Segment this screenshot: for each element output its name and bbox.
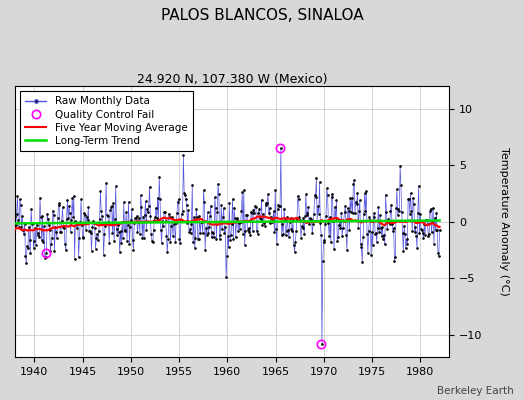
Y-axis label: Temperature Anomaly (°C): Temperature Anomaly (°C) <box>499 147 509 296</box>
Legend: Raw Monthly Data, Quality Control Fail, Five Year Moving Average, Long-Term Tren: Raw Monthly Data, Quality Control Fail, … <box>20 91 192 151</box>
Text: PALOS BLANCOS, SINALOA: PALOS BLANCOS, SINALOA <box>161 8 363 23</box>
Title: 24.920 N, 107.380 W (Mexico): 24.920 N, 107.380 W (Mexico) <box>137 73 328 86</box>
Text: Berkeley Earth: Berkeley Earth <box>437 386 514 396</box>
